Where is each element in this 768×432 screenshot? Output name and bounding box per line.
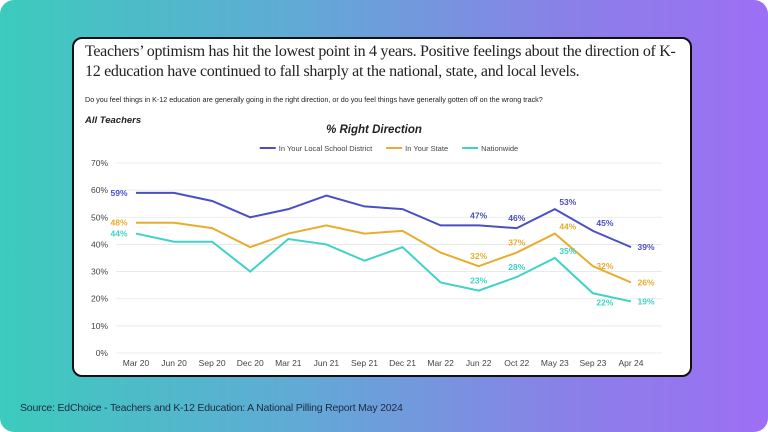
chart-card: Teachers’ optimism has hit the lowest po… [72, 37, 692, 377]
data-label: 39% [637, 242, 654, 252]
x-tick-label: Sep 20 [199, 358, 226, 368]
headline: Teachers’ optimism has hit the lowest po… [85, 43, 676, 80]
x-tick-label: Oct 22 [504, 358, 529, 368]
x-tick-label: Jun 21 [314, 358, 340, 368]
y-tick-label: 10% [91, 321, 108, 331]
data-label: 53% [559, 197, 576, 207]
y-tick-label: 60% [91, 185, 108, 195]
data-label: 35% [559, 246, 576, 256]
x-tick-label: Sep 21 [351, 358, 378, 368]
x-tick-label: Dec 20 [237, 358, 264, 368]
survey-question: Do you feel things in K-12 education are… [85, 95, 543, 104]
x-tick-label: Mar 20 [123, 358, 150, 368]
legend-label: In Your Local School District [279, 144, 373, 153]
data-label: 59% [110, 188, 127, 198]
x-tick-label: Jun 20 [161, 358, 187, 368]
series-line [136, 221, 632, 284]
data-label: 44% [559, 222, 576, 232]
y-tick-label: 40% [91, 239, 108, 249]
legend-label: Nationwide [481, 144, 518, 153]
legend-label: In Your State [405, 144, 448, 153]
source-note: Source: EdChoice - Teachers and K-12 Edu… [20, 402, 403, 414]
data-label: 37% [508, 238, 525, 248]
y-tick-label: 50% [91, 212, 108, 222]
x-tick-label: May 23 [541, 358, 569, 368]
data-label: 48% [110, 218, 127, 228]
data-label: 44% [110, 229, 127, 239]
x-tick-label: Sep 23 [579, 358, 606, 368]
data-label: 32% [470, 251, 487, 261]
data-label: 28% [508, 262, 525, 272]
x-tick-label: Mar 21 [275, 358, 302, 368]
data-label: 23% [470, 276, 487, 286]
x-tick-label: Apr 24 [618, 358, 643, 368]
group-label: All Teachers [85, 115, 142, 126]
series-line [135, 232, 632, 303]
x-tick-label: Jun 22 [466, 358, 492, 368]
data-label: 32% [596, 261, 613, 271]
y-tick-label: 0% [96, 348, 109, 358]
x-tick-label: Mar 22 [427, 358, 454, 368]
data-label: 45% [596, 218, 613, 228]
y-tick-label: 30% [91, 267, 108, 277]
series-line [136, 191, 632, 249]
data-label: 22% [596, 297, 613, 307]
y-tick-label: 20% [91, 294, 108, 304]
data-label: 19% [637, 296, 654, 306]
y-tick-label: 70% [91, 158, 108, 168]
x-tick-label: Dec 21 [389, 358, 416, 368]
chart-title: % Right Direction [326, 124, 422, 136]
data-label: 26% [637, 277, 654, 287]
data-label: 47% [470, 210, 487, 220]
data-label: 46% [508, 213, 525, 223]
